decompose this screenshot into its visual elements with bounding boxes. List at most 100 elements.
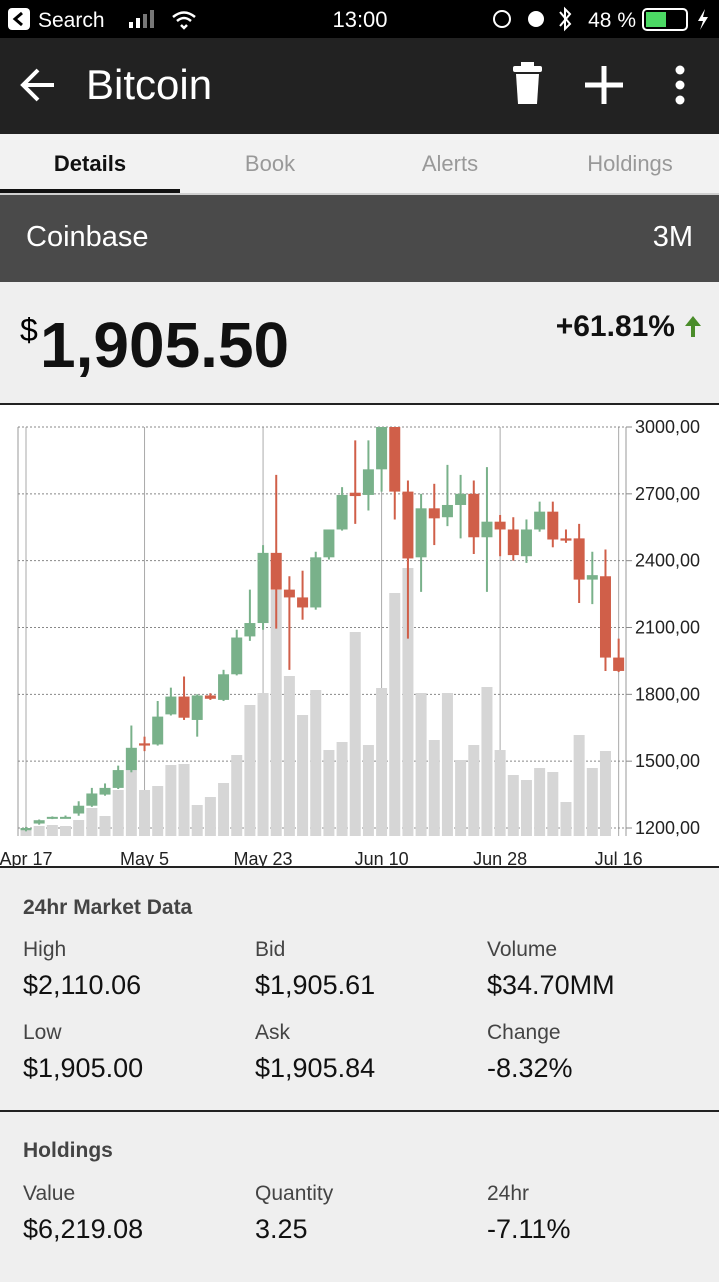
candle-body: [323, 529, 335, 558]
candle-body: [599, 576, 611, 658]
stat-label: Value: [23, 1182, 76, 1205]
x-tick-label: May 23: [234, 849, 293, 866]
y-tick-label: 1500,00: [635, 751, 700, 771]
volume-bar: [336, 742, 348, 836]
stat-label: Low: [23, 1021, 62, 1044]
volume-bar: [191, 805, 203, 836]
volume-bar: [112, 790, 124, 836]
candle-body: [415, 508, 427, 558]
candle-body: [349, 492, 361, 497]
volume-bar: [165, 765, 177, 836]
add-button[interactable]: [585, 66, 623, 104]
battery-level: 48 %: [588, 9, 636, 32]
candle-body: [139, 743, 151, 746]
candle-body: [573, 538, 585, 580]
status-bar: Search 13:00 48 %: [0, 0, 719, 38]
volume-bar: [573, 735, 585, 836]
range[interactable]: 3M: [652, 221, 693, 253]
volume-bar: [560, 802, 572, 836]
candle-body: [376, 427, 388, 470]
tab-indicator: [0, 189, 180, 193]
volume-bar: [283, 676, 295, 836]
candle-body: [46, 816, 58, 819]
volume-bar: [204, 797, 216, 836]
candle-body: [534, 511, 546, 530]
stat-label: Quantity: [255, 1182, 334, 1205]
stat-value: $2,110.06: [23, 970, 142, 1000]
candle-body: [468, 493, 480, 538]
x-tick-label: Jun 28: [473, 849, 527, 866]
candle-body: [481, 521, 493, 538]
candle-body: [455, 493, 467, 505]
status-icons: Search 13:00 48 %: [8, 6, 708, 32]
stat-value: 3.25: [255, 1214, 308, 1244]
volume-bar: [99, 816, 111, 836]
volume-bar: [599, 751, 611, 836]
candle-body: [494, 521, 506, 530]
app-bar-icons: Bitcoin: [20, 61, 685, 108]
candle-body: [152, 716, 164, 745]
tab-bar: Details Book Alerts Holdings: [0, 134, 719, 195]
y-tick-label: 1200,00: [635, 818, 700, 838]
y-tick-label: 1800,00: [635, 684, 700, 704]
chart-panel: Apr 17 May 5 May 23 Jun 10 Jun 28 Jul 16 1200,…: [0, 403, 719, 869]
delete-button[interactable]: [513, 62, 542, 104]
price-panel: $ 1,905.50 +61.81%: [0, 282, 719, 403]
volume-bar: [257, 693, 269, 836]
candle-body: [283, 589, 295, 598]
volume-bar: [46, 825, 58, 836]
candle-body: [336, 494, 348, 530]
tab[interactable]: Alerts: [421, 151, 479, 176]
volume-bar: [297, 715, 309, 836]
up-arrow: [685, 316, 701, 337]
tab[interactable]: Holdings: [587, 151, 673, 176]
volume-bar: [33, 826, 45, 836]
page-title: Bitcoin: [86, 61, 212, 108]
volume-bar: [152, 786, 164, 836]
back-button[interactable]: [20, 68, 54, 102]
candle-body: [613, 657, 625, 671]
candle-body: [586, 575, 598, 580]
stat-label: Bid: [255, 938, 286, 961]
candle-body: [165, 696, 177, 715]
candle-body: [560, 538, 572, 541]
stat-label: Change: [487, 1021, 561, 1044]
section-title: 24hr Market Data: [23, 896, 193, 919]
candle-body: [99, 787, 111, 795]
candle-body: [191, 695, 203, 720]
volume-bar: [231, 755, 243, 836]
volume-bar: [455, 760, 467, 836]
candle-body: [204, 695, 216, 699]
candle-body: [73, 805, 85, 814]
tab[interactable]: Details: [53, 151, 127, 176]
candle-body: [60, 816, 72, 819]
x-tick-label: Apr 17: [0, 849, 53, 866]
volume-bar: [376, 688, 388, 836]
carrier: Search: [38, 9, 105, 32]
price-change: +61.81%: [555, 310, 675, 343]
x-tick-label: Jul 16: [595, 849, 643, 866]
stat-label: 24hr: [487, 1182, 530, 1205]
candle-body: [520, 529, 532, 557]
volume-bar: [86, 808, 98, 836]
y-tick-label: 2400,00: [635, 551, 700, 571]
exchange-bar: Coinbase 3M: [0, 195, 719, 282]
stat-label: Volume: [487, 938, 558, 961]
candle-body: [441, 504, 453, 518]
volume-bar: [270, 590, 282, 836]
stat-value: $6,219.08: [23, 1214, 144, 1244]
back-app-icon[interactable]: [8, 8, 30, 30]
volume-bar: [244, 705, 256, 836]
stat-value: -7.11%: [487, 1214, 571, 1244]
volume-bar: [139, 790, 151, 836]
volume-bar: [520, 780, 532, 836]
candle-body: [33, 820, 45, 824]
candle-body: [310, 557, 322, 608]
stat-value: $34.70MM: [487, 970, 615, 1000]
volume-bar: [481, 687, 493, 836]
volume-bar: [428, 740, 440, 836]
exchange-name[interactable]: Coinbase: [26, 221, 149, 253]
menu-button[interactable]: [675, 65, 685, 105]
tab[interactable]: Book: [244, 151, 296, 176]
